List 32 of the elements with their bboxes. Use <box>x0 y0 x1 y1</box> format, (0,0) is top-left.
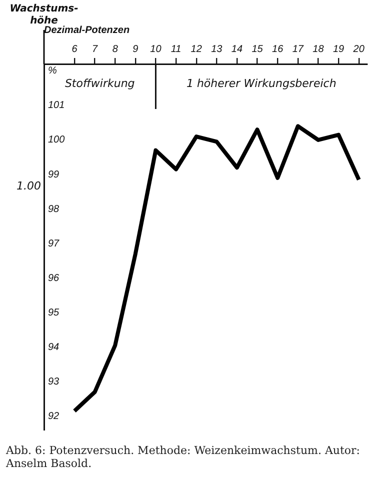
x-tick-label: 11 <box>170 44 182 55</box>
x-tick-label: 9 <box>132 44 139 55</box>
y-tick-label: 96 <box>48 272 60 284</box>
x-tick-label: 6 <box>72 44 78 55</box>
annotation: Stoffwirkung <box>64 76 135 90</box>
y-tick-label: 94 <box>48 342 60 353</box>
y-tick-label: 93 <box>48 376 60 388</box>
x-tick-label: 14 <box>231 44 243 55</box>
y-tick-label: 92 <box>48 410 60 422</box>
y-tick-label: % <box>48 66 57 77</box>
y-tick-label: 99 <box>48 169 60 180</box>
caption: Abb. 6: Potenzversuch. Methode: Weizenkeimwachstum. Autor: Anselm Basold. <box>6 444 361 470</box>
x-tick-label: 17 <box>292 44 304 55</box>
x-tick-label: 18 <box>312 44 324 55</box>
y-axis-title: Wachstums-höhe <box>10 4 78 27</box>
x-tick-label: 10 <box>150 44 162 55</box>
x-tick-label: 15 <box>252 44 264 55</box>
y-tick-label: 97 <box>48 238 60 250</box>
text: 1.00 <box>16 179 41 192</box>
x-tick-label: 16 <box>272 44 284 55</box>
x-tick-label: 8 <box>112 44 118 55</box>
y-tick-label: 101 <box>48 100 65 112</box>
y-tick-label: 100 <box>48 134 66 146</box>
x-tick-label: 19 <box>332 44 345 55</box>
annotation: 1 höherer Wirkungsbereich <box>186 76 336 90</box>
x-tick-label: 20 <box>352 44 365 55</box>
y-tick-label: 95 <box>48 307 60 318</box>
x-tick-label: 7 <box>92 44 98 55</box>
y-tick-label: 98 <box>48 204 60 215</box>
x-axis-title: Dezimal-Potenzen <box>44 24 130 36</box>
x-tick-label: 12 <box>190 44 202 55</box>
x-tick-label: 13 <box>211 44 223 55</box>
